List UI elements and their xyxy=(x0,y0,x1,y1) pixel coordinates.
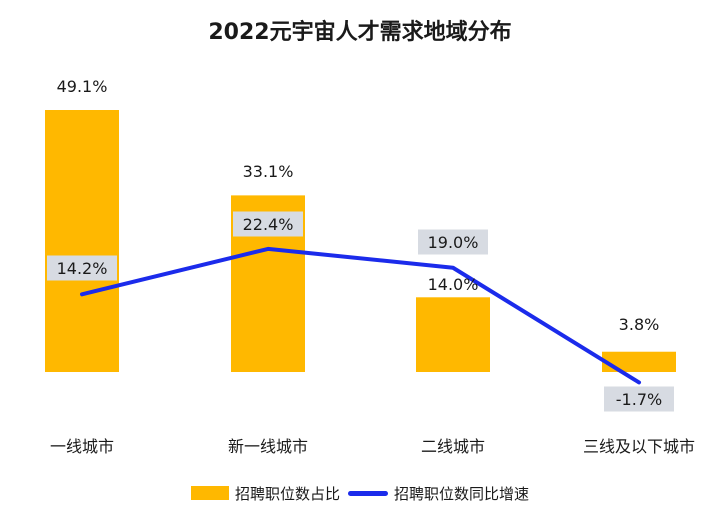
line-value-label-2: 19.0% xyxy=(428,233,479,252)
category-label-3: 三线及以下城市 xyxy=(583,437,695,456)
line-point-1 xyxy=(267,248,269,250)
line-value-box-0 xyxy=(47,255,117,281)
line-point-0 xyxy=(81,293,83,295)
line-value-label-1: 22.4% xyxy=(243,215,294,234)
legend: 招聘职位数占比 招聘职位数同比增速 xyxy=(0,480,720,506)
bar-value-label-3: 3.8% xyxy=(619,315,660,334)
line-value-label-0: 14.2% xyxy=(57,259,108,278)
line-value-box-3 xyxy=(604,386,674,412)
legend-item-line[interactable]: 招聘职位数同比增速 xyxy=(348,483,529,504)
line-point-3 xyxy=(638,381,640,383)
line-value-label-3: -1.7% xyxy=(616,390,662,409)
legend-line-label: 招聘职位数同比增速 xyxy=(394,484,530,503)
legend-bar-swatch xyxy=(190,486,229,500)
category-label-0: 一线城市 xyxy=(50,437,114,456)
bar-3 xyxy=(602,351,676,372)
line-series xyxy=(80,246,641,385)
bar-value-label-1: 33.1% xyxy=(243,162,294,181)
bar-0 xyxy=(45,110,119,372)
chart-title: 2022元宇宙人才需求地域分布 xyxy=(208,20,512,45)
legend-bar-label: 招聘职位数占比 xyxy=(234,484,340,503)
bar-2 xyxy=(416,297,490,372)
line-value-box-2 xyxy=(418,229,488,255)
line-point-2 xyxy=(452,267,454,269)
legend-item-bar[interactable]: 招聘职位数占比 xyxy=(190,483,340,504)
line-value-box-1 xyxy=(233,211,303,237)
category-label-2: 二线城市 xyxy=(421,437,485,456)
bar-value-label-0: 49.1% xyxy=(57,77,108,96)
legend-line-swatch xyxy=(348,490,388,496)
chart-area: 49.1% 33.1% 14.0% 3.8% 14.2% 22.4% 19.0% -1.7% 一… xyxy=(45,77,695,456)
category-label-1: 新一线城市 xyxy=(228,437,308,456)
bar-value-label-2: 14.0% xyxy=(428,275,479,294)
